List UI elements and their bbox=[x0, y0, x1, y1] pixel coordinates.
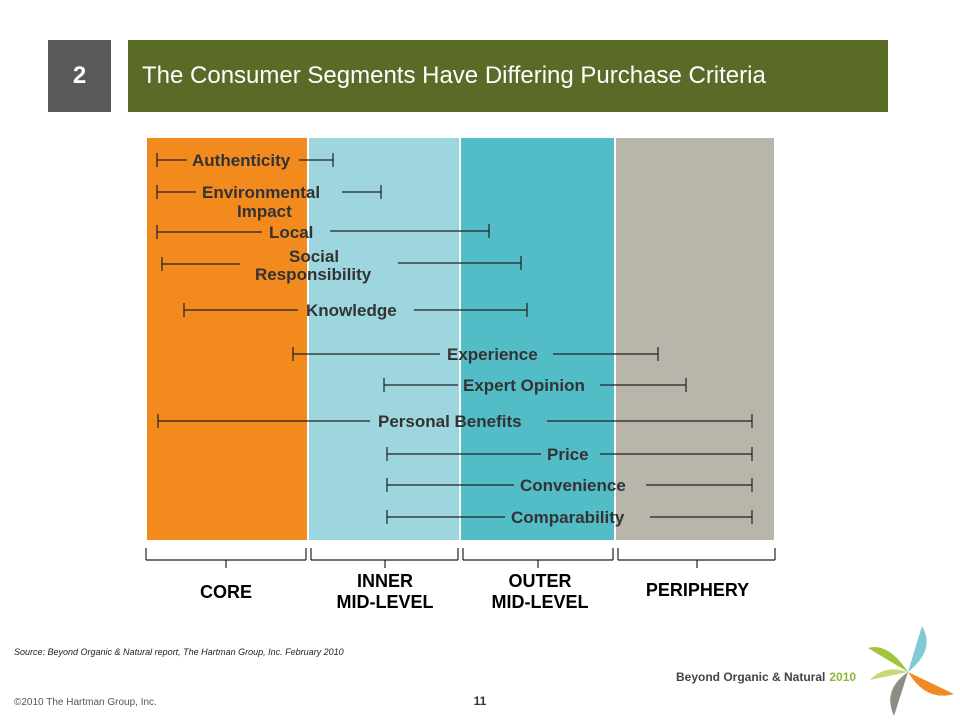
slide-number-badge: 2 bbox=[48, 40, 111, 112]
page-number: 11 bbox=[473, 694, 487, 708]
criterion-knowledge-bar bbox=[183, 303, 528, 317]
segment-label-inner-mid-level: INNER MID-LEVEL bbox=[336, 571, 434, 612]
segment-label-outer-mid-level: OUTER MID-LEVEL bbox=[491, 571, 589, 612]
criterion-personal-benefits-bar bbox=[157, 414, 753, 428]
copyright-text: ©2010 The Hartman Group, Inc. bbox=[14, 697, 157, 708]
criterion-label: Environmental bbox=[202, 183, 320, 202]
inner-mid-level-bracket bbox=[310, 548, 459, 568]
criterion-label: Expert Opinion bbox=[463, 376, 585, 395]
periphery-bracket bbox=[617, 548, 776, 568]
criterion-label: Authenticity bbox=[192, 151, 291, 170]
criterion-social-responsibility-bar bbox=[161, 256, 522, 271]
criterion-environmental-impact-bar bbox=[156, 185, 382, 199]
criterion-label: Social bbox=[289, 247, 339, 266]
criterion-comparability-bar bbox=[386, 510, 753, 524]
criterion-label: Price bbox=[547, 445, 589, 464]
inner-mid-level-segment bbox=[309, 138, 459, 540]
outer-mid-level-segment bbox=[461, 138, 614, 540]
brand-year: 2010 bbox=[829, 670, 857, 684]
outer-mid-level-bracket bbox=[462, 548, 614, 568]
pinwheel-logo-icon bbox=[868, 626, 954, 716]
segment-label-core: CORE bbox=[199, 582, 252, 602]
page-title: The Consumer Segments Have Differing Pur… bbox=[142, 62, 766, 89]
criterion-expert-opinion-bar bbox=[383, 378, 687, 392]
criterion-convenience-bar bbox=[386, 478, 753, 492]
brand-name: Beyond Organic & Natural bbox=[676, 670, 826, 684]
criterion-label: Convenience bbox=[520, 476, 626, 495]
core-bracket bbox=[145, 548, 307, 568]
criterion-price-bar bbox=[386, 447, 753, 461]
criterion-authenticity-bar bbox=[156, 153, 334, 167]
source-note: Source: Beyond Organic & Natural report,… bbox=[14, 647, 344, 657]
brand-text: Beyond Organic & Natural 2010 bbox=[676, 670, 856, 684]
criterion-label: Experience bbox=[447, 345, 538, 364]
core-segment bbox=[147, 138, 307, 540]
segment-label-periphery: PERIPHERY bbox=[645, 580, 750, 600]
criterion-local-bar bbox=[156, 224, 490, 239]
criterion-label: Comparability bbox=[511, 508, 625, 527]
title-bar: The Consumer Segments Have Differing Pur… bbox=[128, 40, 888, 112]
criterion-label: Responsibility bbox=[255, 265, 372, 284]
criterion-experience-bar bbox=[292, 347, 659, 361]
criterion-label: Impact bbox=[237, 202, 292, 221]
criterion-label: Local bbox=[269, 223, 313, 242]
criterion-label: Knowledge bbox=[306, 301, 397, 320]
periphery-segment bbox=[616, 138, 774, 540]
criterion-label: Personal Benefits bbox=[378, 412, 522, 431]
